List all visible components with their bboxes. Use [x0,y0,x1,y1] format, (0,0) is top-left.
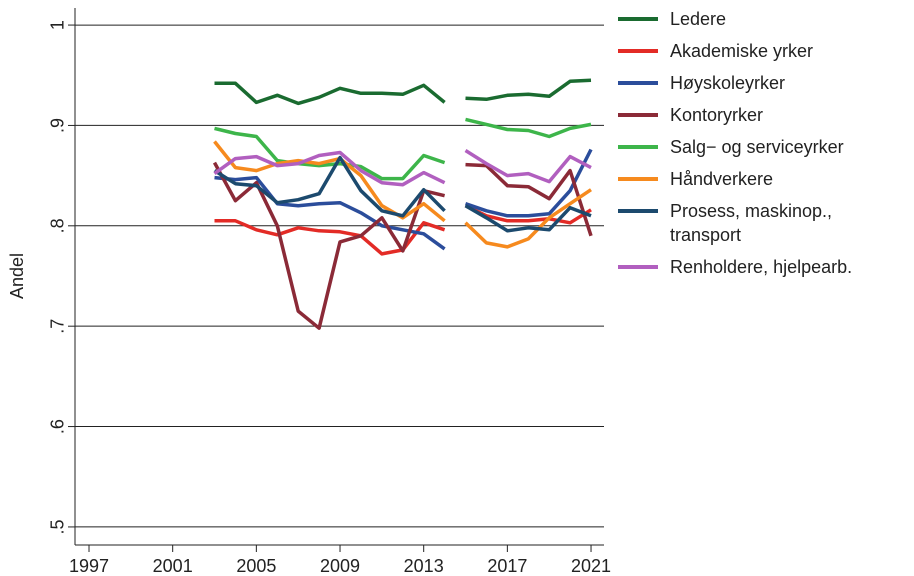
x-tick-label: 2013 [404,556,444,576]
legend-label: Akademiske yrker [670,41,814,61]
y-tick-label: .5 [48,519,68,534]
legend-label: Håndverkere [670,169,774,189]
legend-label: Prosess, maskinop., transport [670,201,833,245]
series-line [213,149,592,187]
legend-swatch [618,81,658,85]
series-line [213,155,592,233]
legend-label: Renholdere, hjelpearb. [670,257,853,277]
series-line [214,117,592,181]
legend-swatch [618,177,658,181]
series-line [214,78,592,106]
x-tick-label: 2001 [153,556,193,576]
x-tick-label: 2017 [487,556,527,576]
x-tick-label: 2021 [571,556,611,576]
legend-swatch [618,145,658,149]
legend-swatch [618,113,658,117]
x-tick-label: 1997 [69,556,109,576]
legend-label: Høyskoleyrker [670,73,786,93]
y-tick-label: 1 [48,20,68,30]
legend-item: Høyskoleyrker [618,67,854,99]
legend-item: Akademiske yrker [618,35,854,67]
legend-item: Kontoryrker [618,99,854,131]
series-line [214,148,593,251]
legend-item: Ledere [618,3,854,35]
y-tick-label: .8 [48,218,68,233]
legend-item: Salg− og serviceyrker [618,131,854,163]
y-tick-label: .9 [48,118,68,133]
legend: Ledere Akademiske yrker Høyskoleyrker Konto… [618,3,854,283]
x-tick-label: 2009 [320,556,360,576]
legend-swatch [618,17,658,21]
legend-swatch [618,209,658,213]
legend-label: Ledere [670,9,727,29]
y-axis-label: Andel [7,253,27,299]
legend-swatch [618,49,658,53]
legend-label: Salg− og serviceyrker [670,137,844,157]
legend-item: Prosess, maskinop., transport [618,195,854,251]
y-tick-label: .7 [48,319,68,334]
series-line [212,161,593,330]
legend-item: Renholdere, hjelpearb. [618,251,854,283]
y-tick-label: .6 [48,419,68,434]
x-tick-label: 2005 [236,556,276,576]
legend-item: Håndverkere [618,163,854,195]
series-line [213,140,592,249]
legend-label: Kontoryrker [670,105,764,125]
legend-swatch [618,265,658,269]
